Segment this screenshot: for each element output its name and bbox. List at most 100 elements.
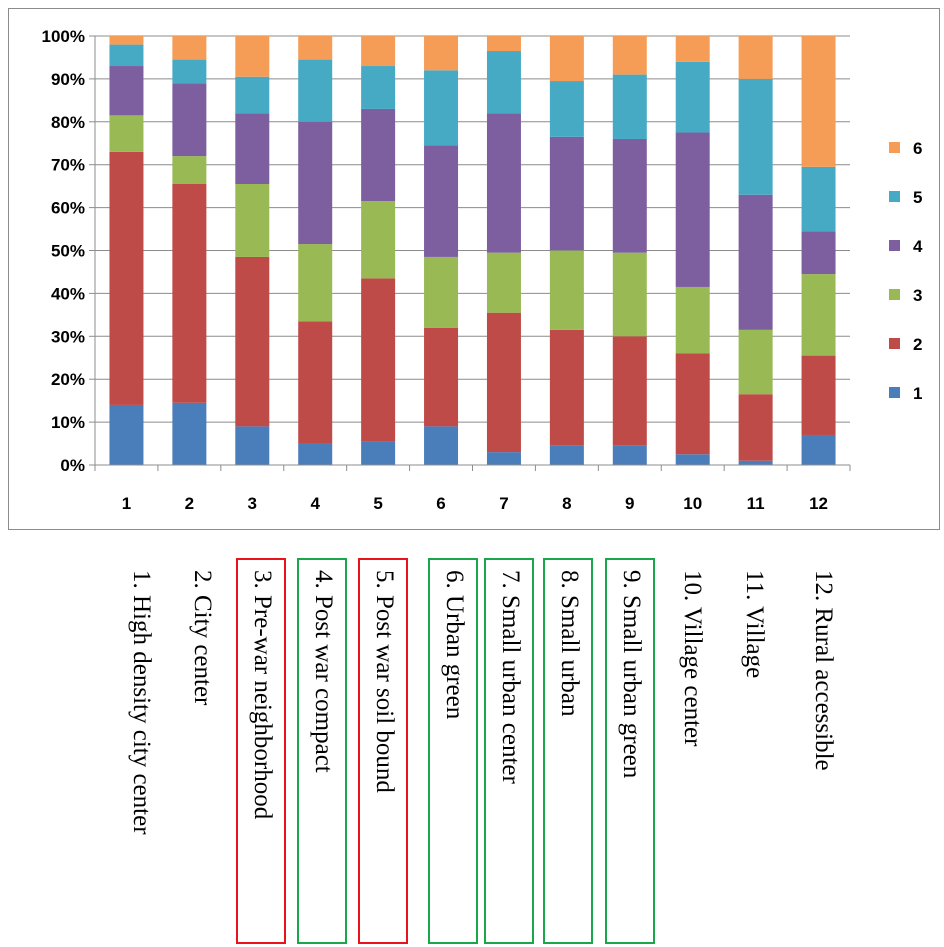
bar-segment <box>109 36 144 45</box>
bar-segment <box>549 329 584 446</box>
bar-segment <box>486 252 521 313</box>
bar-segment <box>361 441 396 465</box>
y-tick-label: 60% <box>51 199 85 218</box>
bar-segment <box>424 36 459 71</box>
bar-segment <box>361 66 396 109</box>
category-label: 7. Small urban center <box>497 570 524 784</box>
category-label: 11. Village <box>741 570 768 679</box>
category-label-box <box>297 558 347 944</box>
bar-segment <box>486 51 521 114</box>
bar-segment <box>172 83 207 157</box>
x-tick-label: 1 <box>122 494 131 513</box>
legend-label: 2 <box>913 335 922 354</box>
bar-segment <box>801 36 836 167</box>
legend-label: 3 <box>913 286 922 305</box>
category-label-box <box>543 558 593 944</box>
bar-segment <box>172 59 207 84</box>
bar-segment <box>361 36 396 67</box>
bar-segment <box>612 252 647 337</box>
bar-segment <box>172 156 207 185</box>
bar-segment <box>235 76 270 114</box>
bar-segment <box>298 321 333 444</box>
bar-segment <box>298 244 333 322</box>
bar-segment <box>675 353 710 455</box>
bar-segment <box>801 434 836 465</box>
x-tick-label: 3 <box>248 494 257 513</box>
gridlines <box>95 35 850 423</box>
category-label: 1. High density city center <box>128 570 155 835</box>
chart-frame <box>8 8 940 530</box>
bar-segment <box>298 121 333 245</box>
stacked-bar-chart: 0%10%20%30%40%50%60%70%80%90%100%1 2 3 4 5 6 7… <box>42 27 923 513</box>
bar-segment <box>235 36 270 77</box>
bar-segment <box>172 36 207 60</box>
x-tick-label: 7 <box>499 494 508 513</box>
bar-segment <box>361 201 396 279</box>
bar-segment <box>424 426 459 465</box>
bar-segment <box>172 402 207 465</box>
bar-segment <box>675 132 710 287</box>
bar-segment <box>235 113 270 185</box>
bar-segment <box>612 336 647 446</box>
y-tick-label: 10% <box>51 413 85 432</box>
bar-segment <box>361 108 396 202</box>
y-tick-label: 90% <box>51 70 85 89</box>
bar-segment <box>109 115 144 152</box>
bar-segment <box>424 145 459 257</box>
bar-segment <box>424 256 459 328</box>
bar-segment <box>612 74 647 139</box>
legend-label: 4 <box>913 237 923 256</box>
legend-swatch <box>889 338 900 349</box>
x-tick-label: 12 <box>809 494 828 513</box>
bar-segment <box>801 274 836 356</box>
x-tick-label: 10 <box>683 494 702 513</box>
x-tick-label: 2 <box>185 494 194 513</box>
category-label-box <box>428 558 478 944</box>
bar-segment <box>738 36 773 79</box>
x-tick-label: 8 <box>562 494 571 513</box>
y-tick-label: 70% <box>51 156 85 175</box>
y-tick-label: 80% <box>51 113 85 132</box>
category-label: 3. Pre-war neighborhood <box>249 570 276 820</box>
bar-segment <box>424 327 459 427</box>
legend-label: 6 <box>913 139 922 158</box>
bar-segment <box>801 166 836 232</box>
y-tick-label: 20% <box>51 370 85 389</box>
bar-segment <box>361 278 396 442</box>
bar-segment <box>486 36 521 52</box>
x-tick-label: 4 <box>310 494 320 513</box>
legend-swatch <box>889 387 900 398</box>
y-tick-label: 100% <box>42 27 85 46</box>
legend-swatch <box>889 191 900 202</box>
bar-segment <box>486 113 521 253</box>
bar-segment <box>675 36 710 62</box>
bar-segment <box>486 452 521 465</box>
category-label: 12. Rural accessible <box>810 570 837 771</box>
bar-segment <box>109 404 144 465</box>
bar-segment <box>738 78 773 195</box>
bar-segment <box>675 61 710 133</box>
category-label: 10. Village center <box>679 570 706 747</box>
y-tick-label: 40% <box>51 284 85 303</box>
bar-segment <box>738 394 773 461</box>
bar-segment <box>298 443 333 465</box>
legend-swatch <box>889 142 900 153</box>
x-tick-label: 5 <box>373 494 382 513</box>
bar-segment <box>612 36 647 75</box>
category-label: 2. City center <box>189 570 216 706</box>
bar-segment <box>738 460 773 465</box>
bar-segment <box>298 36 333 60</box>
bar-segment <box>549 36 584 82</box>
axes: 0%10%20%30%40%50%60%70%80%90%100%1 2 3 4 5 6 7… <box>42 27 851 513</box>
bar-segment <box>612 138 647 253</box>
bar-segment <box>235 426 270 465</box>
legend: 6 5 4 3 2 1 <box>889 139 923 403</box>
bar-segment <box>738 194 773 330</box>
category-label: 4. Post war compact <box>310 570 337 773</box>
category-label: 8. Small urban <box>556 570 583 717</box>
bar-segment <box>549 250 584 330</box>
bar-segment <box>801 231 836 275</box>
category-label: 5. Post war soil bound <box>371 570 398 793</box>
y-tick-label: 0% <box>60 456 85 475</box>
category-label: 6. Urban green <box>441 570 468 720</box>
